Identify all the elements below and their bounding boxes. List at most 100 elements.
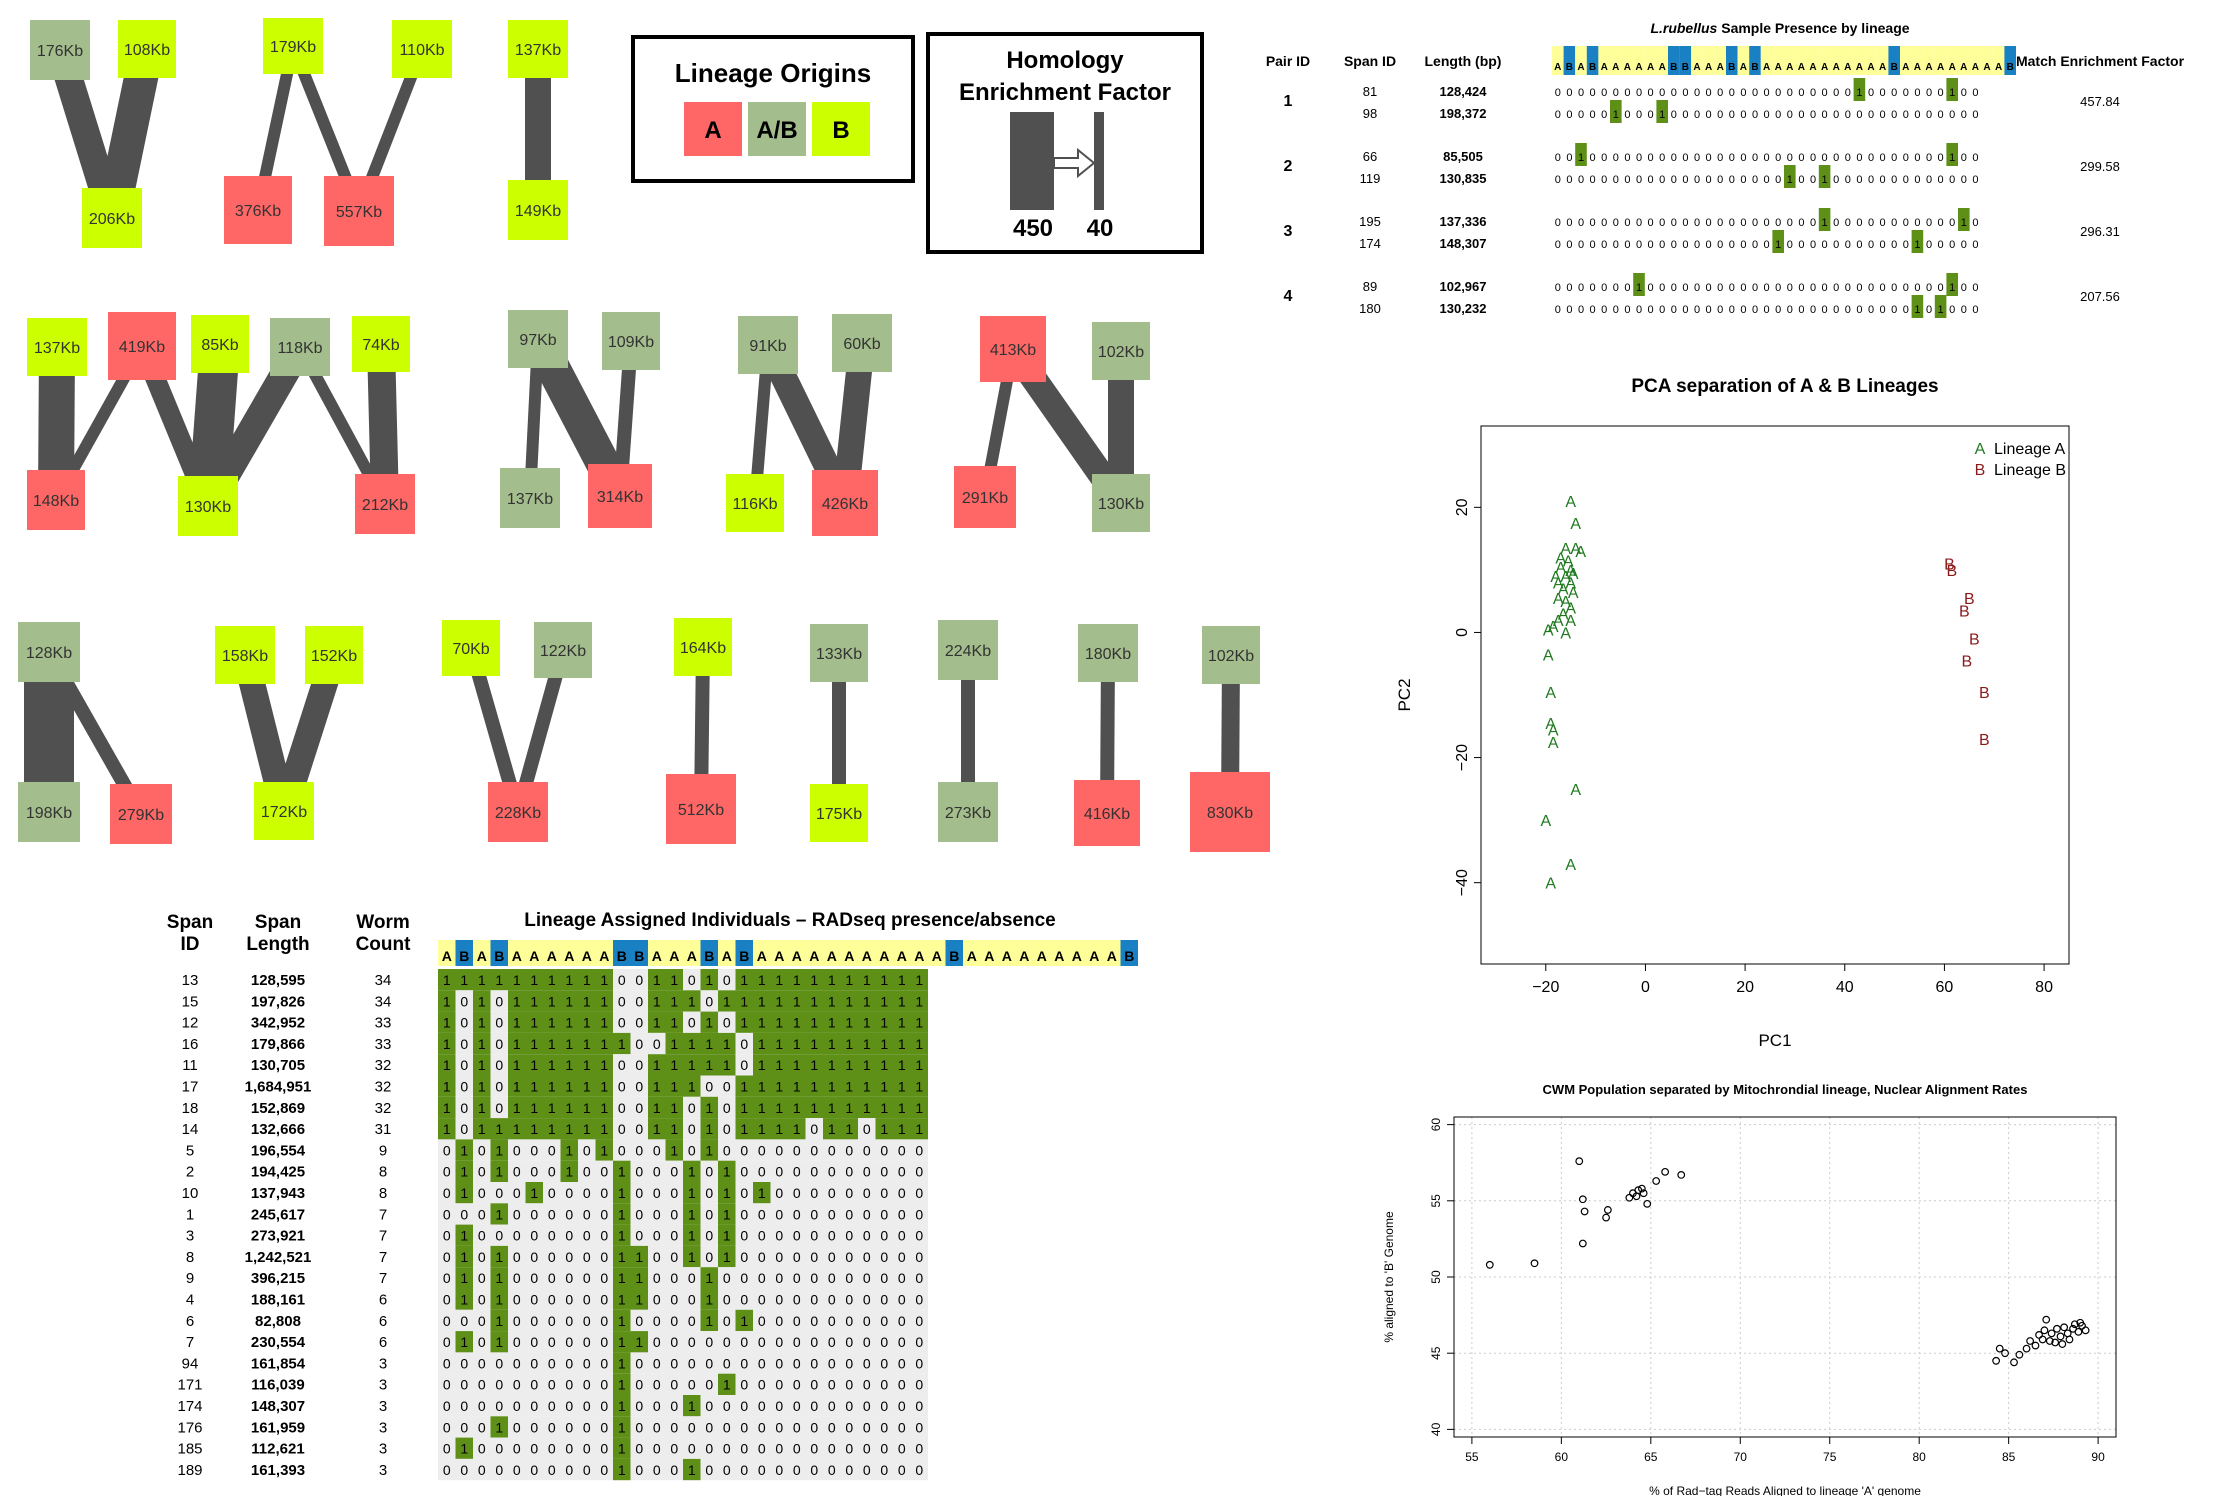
radseq-cell xyxy=(543,1118,561,1140)
presence-value: 0 xyxy=(1891,152,1897,164)
presence-value: 0 xyxy=(1903,239,1909,251)
radseq-value: 0 xyxy=(793,1462,801,1478)
radseq-value: 0 xyxy=(653,1355,661,1371)
presence-value: 0 xyxy=(1578,217,1584,229)
radseq-cell xyxy=(893,1032,911,1055)
radseq-value: 0 xyxy=(898,1419,906,1435)
radseq-cell xyxy=(910,1458,928,1481)
radseq-value: 0 xyxy=(460,1462,468,1478)
presence-cell xyxy=(1610,100,1622,123)
radseq-value: 1 xyxy=(478,1100,486,1116)
lineage-header-cell xyxy=(1691,46,1703,75)
radseq-value: 0 xyxy=(775,1313,783,1329)
presence-value: 0 xyxy=(1926,152,1932,164)
radseq-cell xyxy=(805,1160,823,1182)
radseq-value: 1 xyxy=(723,1036,731,1052)
radseq-value: 0 xyxy=(758,1419,766,1435)
lineage-header-label: A xyxy=(1867,62,1874,73)
presence-value: 0 xyxy=(1949,304,1955,316)
data-point xyxy=(1995,1344,2004,1353)
radseq-cell xyxy=(753,1075,771,1097)
radseq-value: 0 xyxy=(548,1313,556,1329)
radseq-cell xyxy=(840,1096,858,1119)
radseq-value: 0 xyxy=(600,1377,608,1393)
lineage-header-cell xyxy=(1015,940,1033,966)
radseq-cell xyxy=(893,1245,911,1268)
radseq-cell xyxy=(893,1203,911,1225)
radseq-value: 1 xyxy=(670,1036,678,1052)
radseq-cell xyxy=(613,1395,631,1417)
presence-value: 0 xyxy=(1822,239,1828,251)
radseq-cell xyxy=(735,1054,753,1076)
radseq-value: 1 xyxy=(460,1249,468,1265)
radseq-value: 1 xyxy=(845,1079,853,1095)
presence-cell xyxy=(1934,295,1947,318)
radseq-cell xyxy=(910,990,928,1012)
radseq-value: 0 xyxy=(863,1228,871,1244)
radseq-cell xyxy=(665,990,683,1012)
radseq-cell xyxy=(490,969,508,991)
radseq-value: 0 xyxy=(635,1377,643,1393)
radseq-cell xyxy=(840,1437,858,1459)
radseq-cell xyxy=(893,1160,911,1182)
presence-cell xyxy=(1911,295,1924,318)
radseq-value: 0 xyxy=(810,1462,818,1478)
radseq-value: 1 xyxy=(583,1036,591,1052)
radseq-cell xyxy=(578,1054,596,1076)
presence-value: 0 xyxy=(1717,239,1723,251)
lineage-header-cell xyxy=(630,940,648,966)
radseq-value: 0 xyxy=(880,1164,888,1180)
legend-label-ab: A/B xyxy=(756,117,797,144)
radseq-value: 0 xyxy=(810,1419,818,1435)
radseq-cell xyxy=(595,1373,613,1395)
lineage-header-label: B xyxy=(617,948,627,964)
radseq-value: 0 xyxy=(653,1164,661,1180)
radseq-cell xyxy=(683,1160,701,1182)
radseq-cell xyxy=(875,1139,893,1161)
radseq-value: 0 xyxy=(880,1142,888,1158)
radseq-cell xyxy=(718,1437,736,1459)
radseq-value: 0 xyxy=(688,1441,696,1457)
radseq-cell xyxy=(665,1182,683,1204)
radseq-value: 0 xyxy=(740,1228,748,1244)
radseq-cell xyxy=(630,1032,648,1055)
chart-title: CWM Population separated by Mitochrondia… xyxy=(1543,1082,2028,1097)
radseq-value: 0 xyxy=(793,1419,801,1435)
presence-value: 0 xyxy=(1624,239,1630,251)
radseq-value: 0 xyxy=(670,1377,678,1393)
data-point xyxy=(2051,1338,2060,1347)
radseq-value: 0 xyxy=(810,1206,818,1222)
radseq-cell xyxy=(490,1096,508,1119)
radseq-value: 0 xyxy=(600,1398,608,1414)
radseq-worm-count: 3 xyxy=(379,1398,387,1415)
presence-value: 0 xyxy=(1740,282,1746,294)
radseq-value: 1 xyxy=(460,1164,468,1180)
radseq-cell xyxy=(823,990,841,1012)
radseq-value: 0 xyxy=(583,1292,591,1308)
presence-value: 0 xyxy=(1868,304,1874,316)
radseq-value: 1 xyxy=(740,1100,748,1116)
radseq-value: 1 xyxy=(565,1121,573,1137)
radseq-cell xyxy=(910,1416,928,1438)
radseq-cell xyxy=(508,1352,526,1374)
presence-value: 0 xyxy=(1601,282,1607,294)
radseq-value: 1 xyxy=(898,993,906,1009)
presence-value: 0 xyxy=(1624,282,1630,294)
radseq-value: 0 xyxy=(460,1036,468,1052)
data-point xyxy=(1637,1184,1646,1193)
radseq-value: 0 xyxy=(548,1398,556,1414)
x-tick-label: −20 xyxy=(1532,979,1559,996)
radseq-value: 0 xyxy=(653,1419,661,1435)
radseq-value: 0 xyxy=(618,972,626,988)
radseq-value: 0 xyxy=(775,1164,783,1180)
radseq-cell xyxy=(753,1395,771,1417)
presence-value: 0 xyxy=(1717,174,1723,186)
radseq-cell xyxy=(718,1224,736,1246)
radseq-cell xyxy=(490,1437,508,1459)
presence-value: 0 xyxy=(1659,87,1665,99)
span-node-label: 149Kb xyxy=(515,203,561,220)
lineage-header-label: A xyxy=(529,948,539,964)
